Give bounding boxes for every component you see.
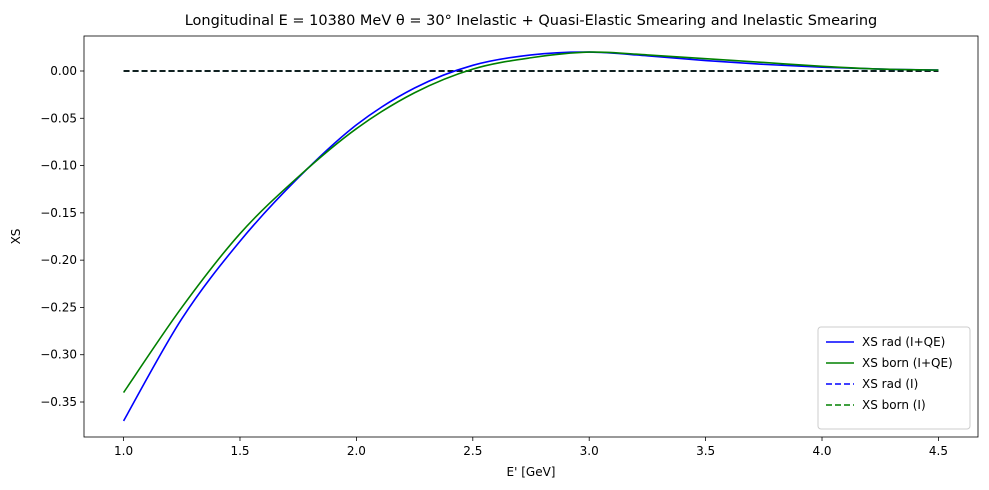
x-tick-label: 3.5: [696, 444, 715, 458]
legend-label: XS rad (I+QE): [862, 335, 945, 349]
y-axis: 0.00 −0.05 −0.10 −0.15 −0.20 −0.25 −0.30 −0.35: [40, 64, 84, 409]
x-tick-label: 2.5: [463, 444, 482, 458]
x-axis-label: E' [GeV]: [507, 465, 556, 479]
chart-title: Longitudinal E = 10380 MeV θ = 30° Inela…: [185, 13, 878, 29]
y-tick-label: −0.15: [40, 206, 77, 220]
legend-label: XS rad (I): [862, 377, 918, 391]
x-tick-label: 3.0: [580, 444, 599, 458]
series-line-xs-rad-i-qe: [122, 51, 939, 422]
series-line-xs-born-i-qe: [122, 51, 939, 394]
x-tick-label: 4.0: [812, 444, 831, 458]
x-tick-label: 2.0: [347, 444, 366, 458]
x-axis: 1.0 1.5 2.0 2.5 3.0 3.5 4.0 4.5: [114, 437, 948, 458]
x-tick-label: 1.5: [230, 444, 249, 458]
y-tick-label: −0.25: [40, 300, 77, 314]
legend-box: [817, 326, 971, 430]
series-layer: [122, 51, 939, 422]
y-tick-label: 0.00: [50, 64, 77, 78]
y-axis-label: XS: [9, 229, 23, 245]
y-tick-label: −0.35: [40, 395, 77, 409]
legend: XS rad (I+QE) XS born (I+QE) XS rad (I) XS …: [817, 326, 971, 430]
y-tick-label: −0.10: [40, 159, 77, 173]
legend-label: XS born (I): [862, 398, 926, 412]
y-tick-label: −0.20: [40, 253, 77, 267]
x-tick-label: 4.5: [929, 444, 948, 458]
y-tick-label: −0.30: [40, 348, 77, 362]
y-tick-label: −0.05: [40, 111, 77, 125]
x-tick-label: 1.0: [114, 444, 133, 458]
legend-label: XS born (I+QE): [862, 356, 953, 370]
plot-area: [83, 35, 979, 438]
